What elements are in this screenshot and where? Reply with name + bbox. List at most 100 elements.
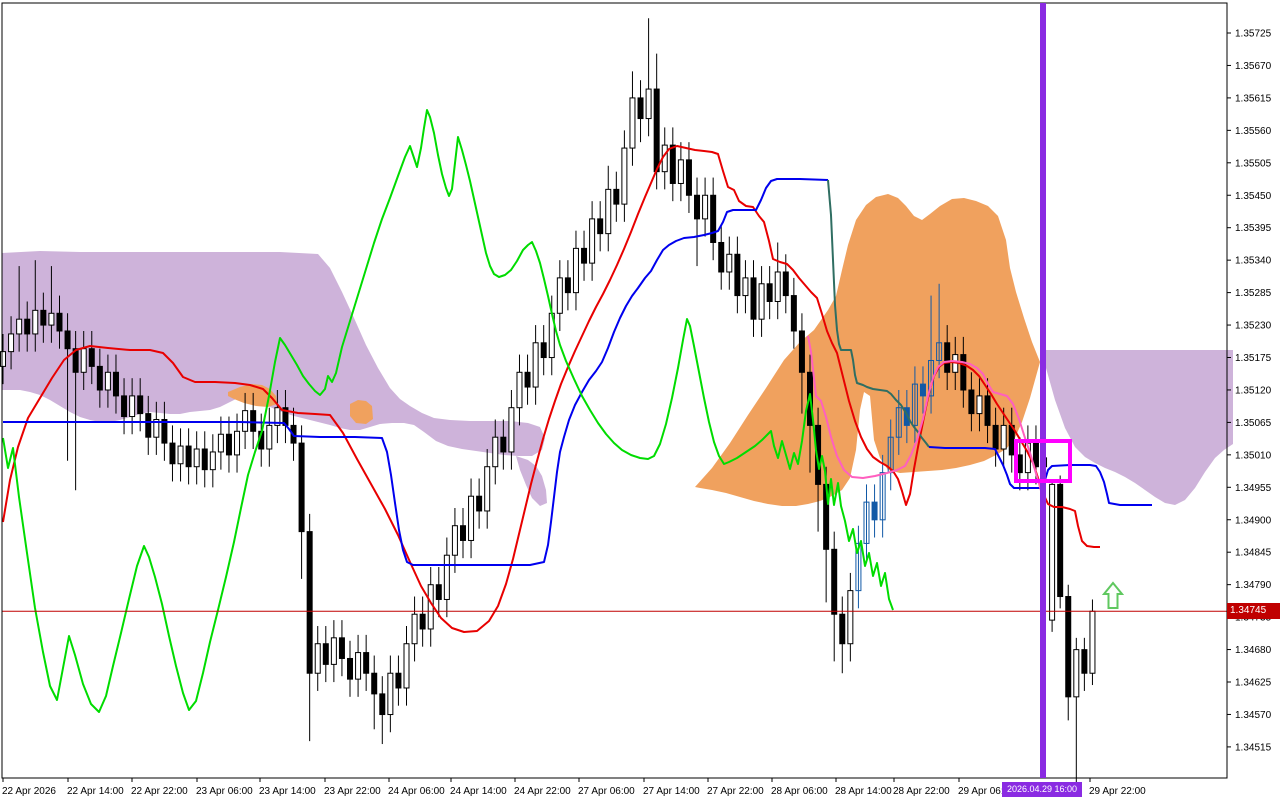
pink-line <box>807 335 1043 495</box>
candle-body <box>694 194 701 220</box>
candle-body <box>960 354 967 391</box>
candle-body <box>653 88 660 173</box>
current-price-badge: 1.34745 <box>1227 603 1280 619</box>
orange-cloud-sliver-b <box>350 400 373 424</box>
candle-body <box>734 253 741 297</box>
arrow-up-marker[interactable] <box>1101 581 1125 609</box>
candle-body <box>129 395 136 418</box>
candle-body <box>201 448 208 471</box>
time-tick-label: 27 Apr 06:00 <box>578 786 635 797</box>
candle-body <box>726 253 733 273</box>
candle-body <box>702 194 709 220</box>
candle-body <box>685 159 692 196</box>
candle-body <box>677 159 684 184</box>
candle-body <box>871 501 878 521</box>
magenta-highlight-box[interactable] <box>1014 439 1072 483</box>
candle-body <box>347 657 354 680</box>
candle-body <box>379 693 386 716</box>
candle-body <box>944 342 951 373</box>
candle-body <box>16 318 23 335</box>
candle-body <box>1073 649 1080 698</box>
candle-body <box>451 525 458 556</box>
candle-body <box>88 348 95 367</box>
candle-body <box>911 383 918 426</box>
price-tick-label: 1.34955 <box>1235 483 1272 494</box>
price-axis[interactable]: 1.35725 1.35670 1.35615 1.35560 1.35505 1.354… <box>1227 29 1272 754</box>
candle-body <box>895 407 902 438</box>
candle-body <box>750 277 757 320</box>
price-tick-label: 1.35285 <box>1235 288 1272 299</box>
candle-body <box>1032 442 1039 468</box>
price-tick-label: 1.35230 <box>1235 321 1272 332</box>
candle-body <box>459 525 466 541</box>
candle-body <box>742 277 749 297</box>
candle-body <box>637 97 644 120</box>
candle-body <box>564 277 571 294</box>
price-tick-label: 1.34680 <box>1235 645 1272 656</box>
time-tick-label: 27 Apr 14:00 <box>643 786 700 797</box>
candle-body <box>524 371 531 388</box>
candle-body <box>597 218 604 235</box>
candle-body <box>855 542 862 592</box>
candle-body <box>363 652 370 674</box>
time-tick-label: 24 Apr 22:00 <box>514 786 571 797</box>
candle-body <box>137 395 144 415</box>
candle-body <box>395 672 402 689</box>
candle-body <box>1057 483 1064 598</box>
candle-body <box>919 383 926 397</box>
candle-body <box>250 410 257 432</box>
candle-body <box>32 309 39 335</box>
candle-body <box>540 342 547 359</box>
time-tick-label: 22 Apr 22:00 <box>131 786 188 797</box>
price-tick-label: 1.34570 <box>1235 710 1272 721</box>
candle-body <box>322 643 329 665</box>
purple-cloud-right <box>1046 350 1233 505</box>
candle-body <box>879 472 886 521</box>
drawing-objects-layer[interactable] <box>1014 3 1125 778</box>
candle-body <box>815 424 822 485</box>
price-tick-label: 1.35395 <box>1235 223 1272 234</box>
candle-body <box>831 548 838 615</box>
time-axis[interactable]: 22 Apr 2026 22 Apr 14:00 22 Apr 22:00 23 Ap… <box>2 778 1146 797</box>
price-tick-label: 1.35010 <box>1235 450 1272 461</box>
time-tick-label: 23 Apr 14:00 <box>259 786 316 797</box>
price-tick-label: 1.34790 <box>1235 580 1272 591</box>
selected-time-badge: 2026.04.29 16:00 <box>1002 782 1082 797</box>
time-tick-label: 29 Apr 22:00 <box>1089 786 1146 797</box>
candle-body <box>847 590 854 645</box>
candle-body <box>500 436 507 453</box>
candle-body <box>96 365 103 391</box>
candle-body <box>355 652 362 680</box>
blue-line-a <box>3 178 829 566</box>
candle-body <box>476 495 483 512</box>
candle-body <box>145 413 152 438</box>
price-tick-label: 1.34900 <box>1235 515 1272 526</box>
candle-body <box>161 418 168 444</box>
candle-body <box>234 430 241 456</box>
candle-body <box>387 672 394 716</box>
candle-body <box>718 241 725 273</box>
time-tick-label: 22 Apr 2026 <box>2 786 56 797</box>
candle-body <box>306 531 313 674</box>
candle-body <box>314 643 321 674</box>
candle-body <box>710 194 717 243</box>
candle-body <box>782 271 789 297</box>
candle-body <box>645 88 652 120</box>
indicator-lines-layer <box>2 109 1152 713</box>
candle-body <box>121 395 128 418</box>
candle-body <box>1049 483 1056 621</box>
plot-border <box>1 2 1228 779</box>
candle-body <box>605 188 612 235</box>
time-tick-label: 23 Apr 22:00 <box>324 786 381 797</box>
price-tick-label: 1.35450 <box>1235 191 1272 202</box>
price-tick-label: 1.35560 <box>1235 126 1272 137</box>
candle-body <box>508 407 515 453</box>
candle-body <box>64 330 71 350</box>
candle-body <box>411 613 418 645</box>
price-tick-label: 1.34515 <box>1235 742 1272 753</box>
vertical-time-marker[interactable] <box>1040 3 1046 778</box>
time-tick-label: 22 Apr 14:00 <box>67 786 124 797</box>
candle-body <box>774 271 781 302</box>
candle-body <box>1000 424 1007 450</box>
